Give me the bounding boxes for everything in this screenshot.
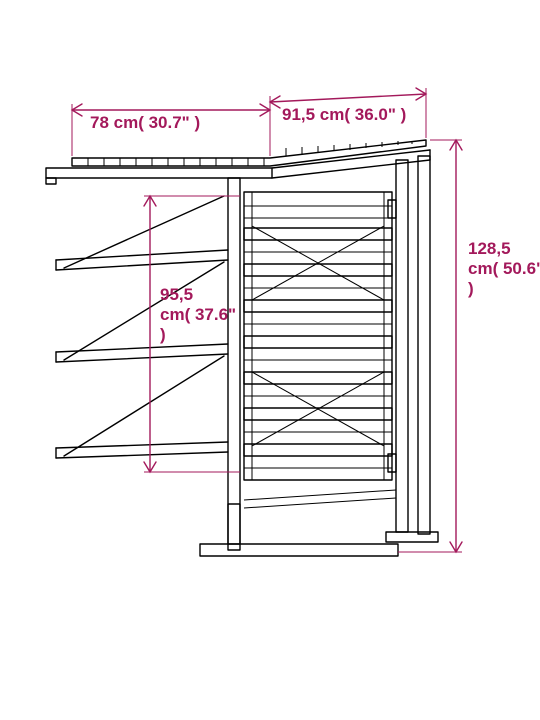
rear-posts <box>386 156 438 542</box>
label-inner: 95,5 cm( 37.6" ) <box>160 285 241 344</box>
product-drawing <box>46 140 438 556</box>
label-width: 78 cm( 30.7" ) <box>90 113 200 132</box>
label-height: 128,5 cm( 50.6" ) <box>468 239 540 298</box>
dimension-labels: 78 cm( 30.7" ) 91,5 cm( 36.0" ) 95,5 cm(… <box>90 105 540 344</box>
dimension-diagram: 78 cm( 30.7" ) 91,5 cm( 36.0" ) 95,5 cm(… <box>0 0 540 720</box>
front-post <box>228 178 240 550</box>
dim-inner-height <box>144 196 240 472</box>
label-depth: 91,5 cm( 36.0" ) <box>282 105 406 124</box>
base <box>200 490 398 556</box>
side-door <box>244 192 396 480</box>
roof <box>46 140 430 178</box>
